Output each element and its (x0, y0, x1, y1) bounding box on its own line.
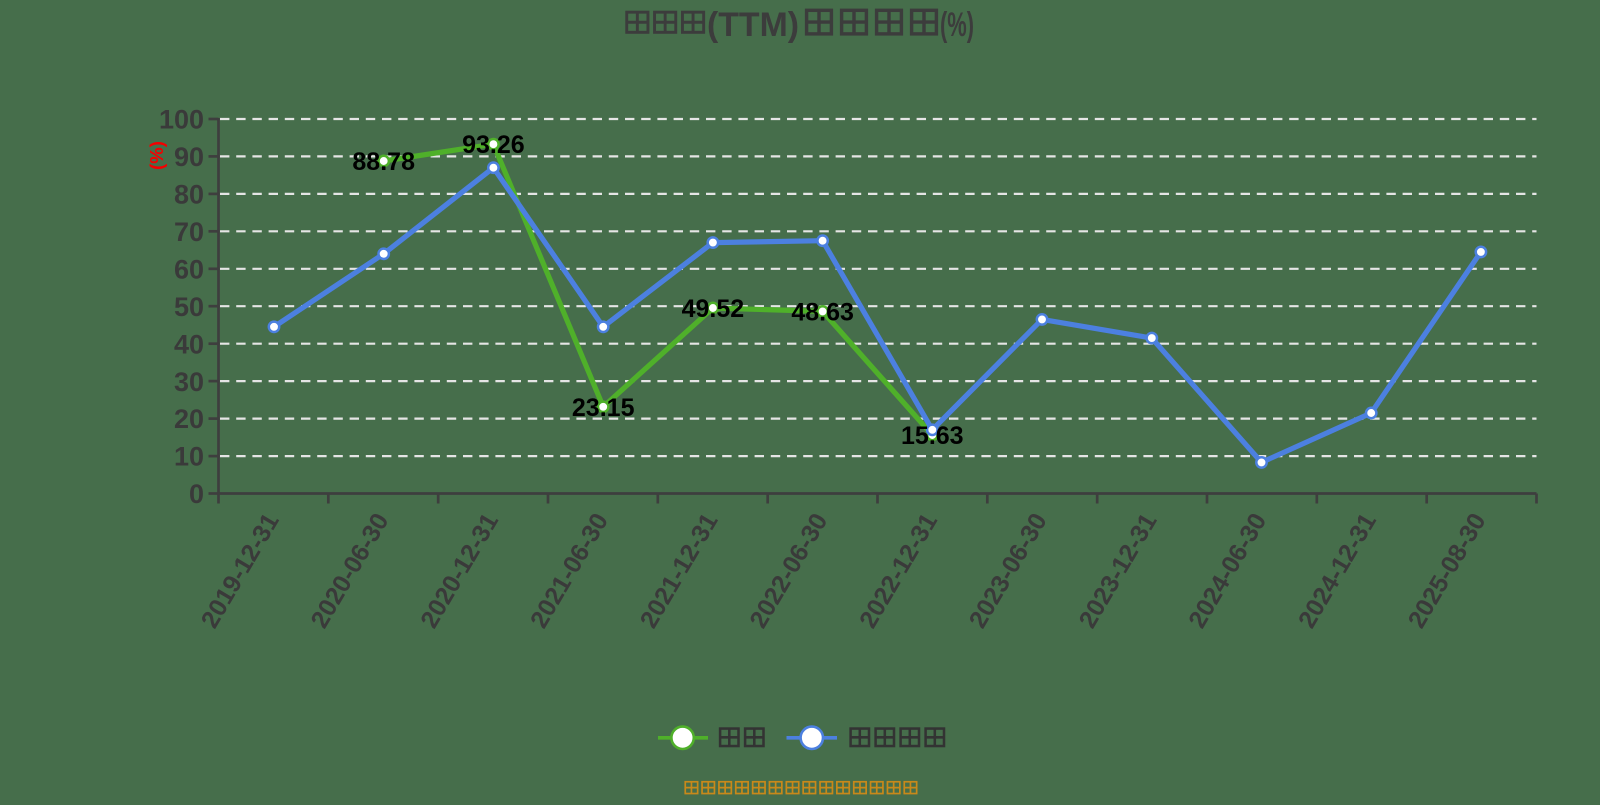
svg-text:48.63: 48.63 (791, 298, 854, 326)
svg-text:49.52: 49.52 (682, 295, 745, 323)
svg-text:10: 10 (174, 442, 204, 472)
svg-text:(%): (%) (940, 6, 974, 44)
svg-text:15.63: 15.63 (901, 422, 964, 450)
svg-text:88.78: 88.78 (352, 148, 415, 176)
svg-text:20: 20 (174, 404, 204, 434)
svg-text:60: 60 (174, 254, 204, 284)
svg-text:30: 30 (174, 367, 204, 397)
svg-text:40: 40 (174, 329, 204, 359)
svg-text:80: 80 (174, 180, 204, 210)
svg-text:70: 70 (174, 217, 204, 247)
svg-text:90: 90 (174, 142, 204, 172)
svg-text:(%): (%) (146, 141, 167, 170)
svg-text:50: 50 (174, 292, 204, 322)
svg-text:100: 100 (159, 105, 204, 135)
svg-text:0: 0 (189, 479, 204, 509)
svg-text:(TTM): (TTM) (707, 6, 799, 44)
svg-text:93.26: 93.26 (462, 131, 525, 159)
svg-text:23.15: 23.15 (572, 394, 635, 422)
